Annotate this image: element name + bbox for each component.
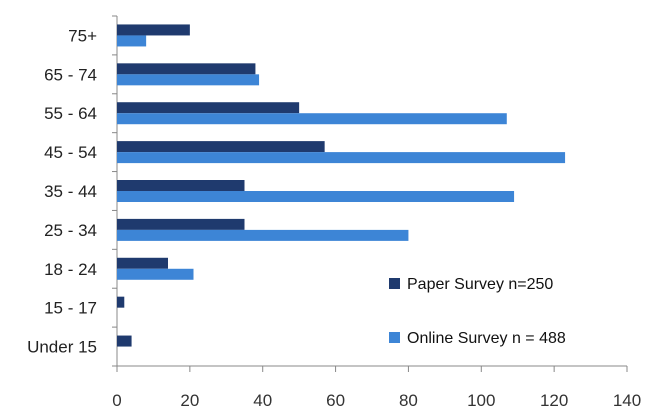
x-tick-label: 100 [467, 391, 495, 410]
category-label: 15 - 17 [44, 299, 97, 318]
category-label: 45 - 54 [44, 143, 97, 162]
legend-swatch-paper [389, 278, 400, 289]
bars-group [117, 24, 566, 347]
x-tick-label: 0 [112, 391, 121, 410]
bar-paper-survey [117, 63, 256, 75]
category-label: 18 - 24 [44, 260, 97, 279]
x-tick-label: 60 [326, 391, 345, 410]
bar-online-survey [117, 152, 566, 164]
x-tick-label: 120 [540, 391, 568, 410]
bar-online-survey [117, 268, 194, 280]
category-label: Under 15 [27, 338, 97, 357]
bar-online-survey [117, 191, 515, 202]
category-label: 25 - 34 [44, 221, 97, 240]
bar-paper-survey [117, 335, 132, 347]
category-label: 65 - 74 [44, 65, 97, 84]
bar-paper-survey [117, 102, 300, 114]
bar-paper-survey [117, 296, 125, 308]
bar-online-survey [117, 35, 147, 47]
bar-paper-survey [117, 180, 245, 191]
legend-label-online: Online Survey n = 488 [407, 330, 566, 347]
bar-online-survey [117, 74, 260, 86]
legend: Paper Survey n=250 Online Survey n = 488 [389, 276, 566, 347]
x-tick-label: 80 [399, 391, 418, 410]
bar-paper-survey [117, 257, 168, 269]
legend-label-paper: Paper Survey n=250 [407, 276, 553, 293]
x-axis-ticks: 0 20 40 60 80 100 120 140 [112, 366, 641, 410]
category-labels: 75+ 65 - 74 55 - 64 45 - 54 35 - 44 25 - 34 18… [27, 15, 117, 367]
x-tick-label: 140 [613, 391, 641, 410]
category-label: 75+ [68, 26, 97, 45]
category-label: 55 - 64 [44, 104, 97, 123]
bar-online-survey [117, 113, 507, 125]
bar-paper-survey [117, 24, 190, 36]
x-tick-label: 20 [180, 391, 199, 410]
x-tick-label: 40 [253, 391, 272, 410]
category-label: 35 - 44 [44, 182, 97, 201]
bar-paper-survey [117, 218, 245, 230]
bar-online-survey [117, 229, 409, 241]
legend-swatch-online [389, 332, 400, 343]
bar-paper-survey [117, 141, 325, 153]
